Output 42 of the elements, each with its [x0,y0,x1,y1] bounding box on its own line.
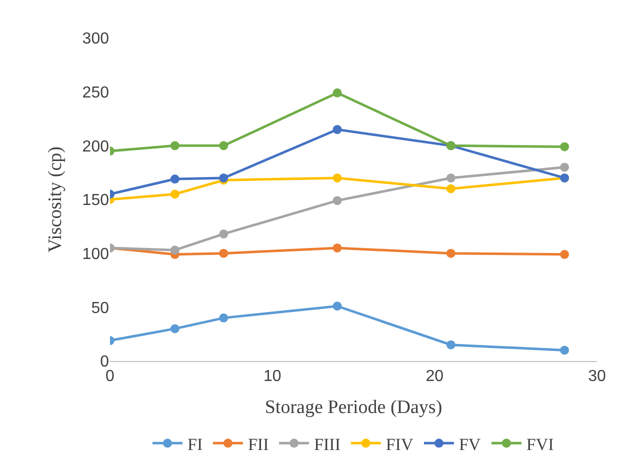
x-axis-title: Storage Periode (Days) [264,397,442,418]
point [332,125,342,134]
point [332,173,342,182]
point [219,141,228,150]
point [219,229,228,238]
y-tick-label: 150 [82,192,110,210]
point [560,250,570,259]
point [219,313,228,322]
point [219,173,228,182]
point [170,141,180,150]
point [170,246,180,255]
y-tick-label: 300 [82,30,110,48]
point [332,243,342,252]
point [219,248,228,258]
legend-label: FII [248,434,270,454]
y-tick-label: 50 [91,300,110,317]
x-tick-label: 30 [588,368,606,386]
point [560,142,570,152]
point [170,174,180,184]
legend-label: FIII [314,434,341,454]
y-tick-label: 250 [82,84,110,102]
point [332,88,342,98]
legend-label: FI [188,434,203,454]
y-axis-title: Viscosity (cp) [45,146,66,252]
x-tick-label: 10 [263,368,282,386]
point [446,184,456,194]
point [560,346,570,355]
point [560,162,570,172]
point [446,248,456,258]
x-tick-label: 20 [426,368,444,386]
point [446,340,456,350]
point [332,196,342,206]
legend-label: FV [458,434,482,454]
legend-label: FIV [386,434,414,454]
y-tick-label: 100 [82,246,110,263]
legend-label: FVI [526,434,554,454]
y-tick-label: 200 [82,138,110,156]
point [332,302,342,311]
y-tick-label: 0 [100,354,110,371]
point [170,324,180,334]
point [446,173,456,182]
point [170,190,180,199]
